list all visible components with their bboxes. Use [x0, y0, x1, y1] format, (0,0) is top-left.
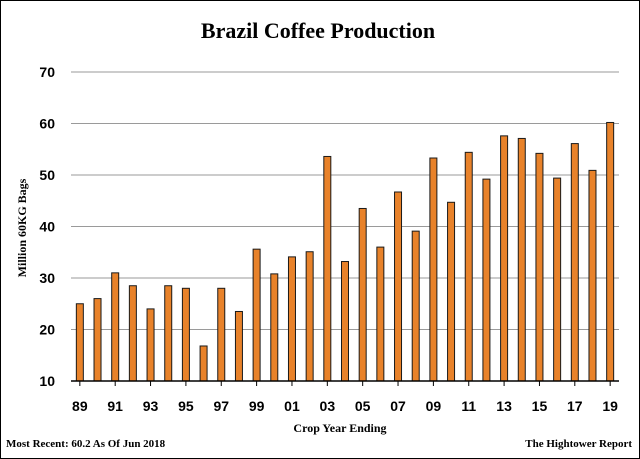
bar-09	[429, 157, 438, 382]
bar-94	[164, 285, 173, 382]
x-tick-label: 17	[567, 398, 583, 414]
bar-10	[447, 201, 456, 382]
bar-14	[517, 137, 526, 382]
bar-12	[482, 178, 491, 382]
x-tick-label: 15	[532, 398, 548, 414]
x-tick-label: 09	[426, 398, 442, 414]
bar-17	[570, 143, 579, 382]
x-tick-label: 07	[390, 398, 406, 414]
bar-18	[588, 169, 597, 382]
bar-05	[358, 207, 367, 382]
bar-03	[323, 155, 332, 382]
y-tick-label: 10	[39, 373, 55, 389]
bar-02	[305, 251, 314, 382]
y-axis-label: Million 60KG Bags	[15, 178, 29, 277]
y-tick-label: 40	[39, 219, 55, 235]
x-tick-label: 11	[461, 398, 476, 414]
footer-source: The Hightower Report	[525, 438, 632, 450]
grid-layer	[71, 71, 619, 330]
bar-07	[394, 191, 403, 382]
bar-98	[234, 310, 243, 382]
bar-95	[181, 287, 190, 382]
x-tick-label: 99	[249, 398, 265, 414]
x-tick-label: 01	[284, 398, 300, 414]
x-tick-label: 93	[143, 398, 159, 414]
bar-13	[500, 135, 509, 382]
x-tick-label: 13	[496, 398, 512, 414]
bar-99	[252, 248, 261, 382]
bar-90	[93, 298, 102, 382]
y-tick-label: 30	[39, 270, 55, 286]
bar-00	[270, 273, 279, 382]
x-tick-label: 95	[178, 398, 194, 414]
x-tick-label: 03	[320, 398, 336, 414]
x-tick-label: 05	[355, 398, 371, 414]
footer-most-recent: Most Recent: 60.2 As Of Jun 2018	[6, 438, 166, 450]
bar-15	[535, 152, 544, 382]
x-tick-label: 91	[107, 398, 123, 414]
bar-layer	[75, 121, 615, 382]
axis-layer	[71, 380, 619, 386]
bar-06	[376, 246, 385, 382]
y-tick-labels: 10 20 30 40 50 60 70	[39, 64, 55, 389]
chart-title: Brazil Coffee Production	[201, 18, 435, 43]
x-axis-label: Crop Year Ending	[293, 421, 386, 435]
bar-04	[341, 261, 349, 382]
y-tick-label: 50	[39, 167, 55, 183]
y-tick-label: 70	[39, 64, 55, 80]
bar-89	[75, 303, 84, 382]
bar-11	[464, 151, 473, 382]
bar-96	[199, 345, 208, 382]
bar-93	[146, 308, 155, 382]
bar-97	[217, 287, 226, 382]
bar-08	[411, 230, 420, 382]
x-tick-labels: 89 91 93 95 97 99 01 03 05 07 09 11 13 15 17 19	[72, 398, 618, 414]
bar-91	[111, 272, 120, 382]
bar-16	[553, 177, 562, 382]
bar-01	[287, 256, 296, 382]
x-tick-label: 97	[213, 398, 229, 414]
bar-19	[606, 121, 615, 382]
y-tick-label: 20	[39, 322, 55, 338]
x-tick-label: 19	[602, 398, 618, 414]
x-tick-label: 89	[72, 398, 88, 414]
y-tick-label: 60	[39, 116, 55, 132]
bar-92	[128, 285, 137, 382]
